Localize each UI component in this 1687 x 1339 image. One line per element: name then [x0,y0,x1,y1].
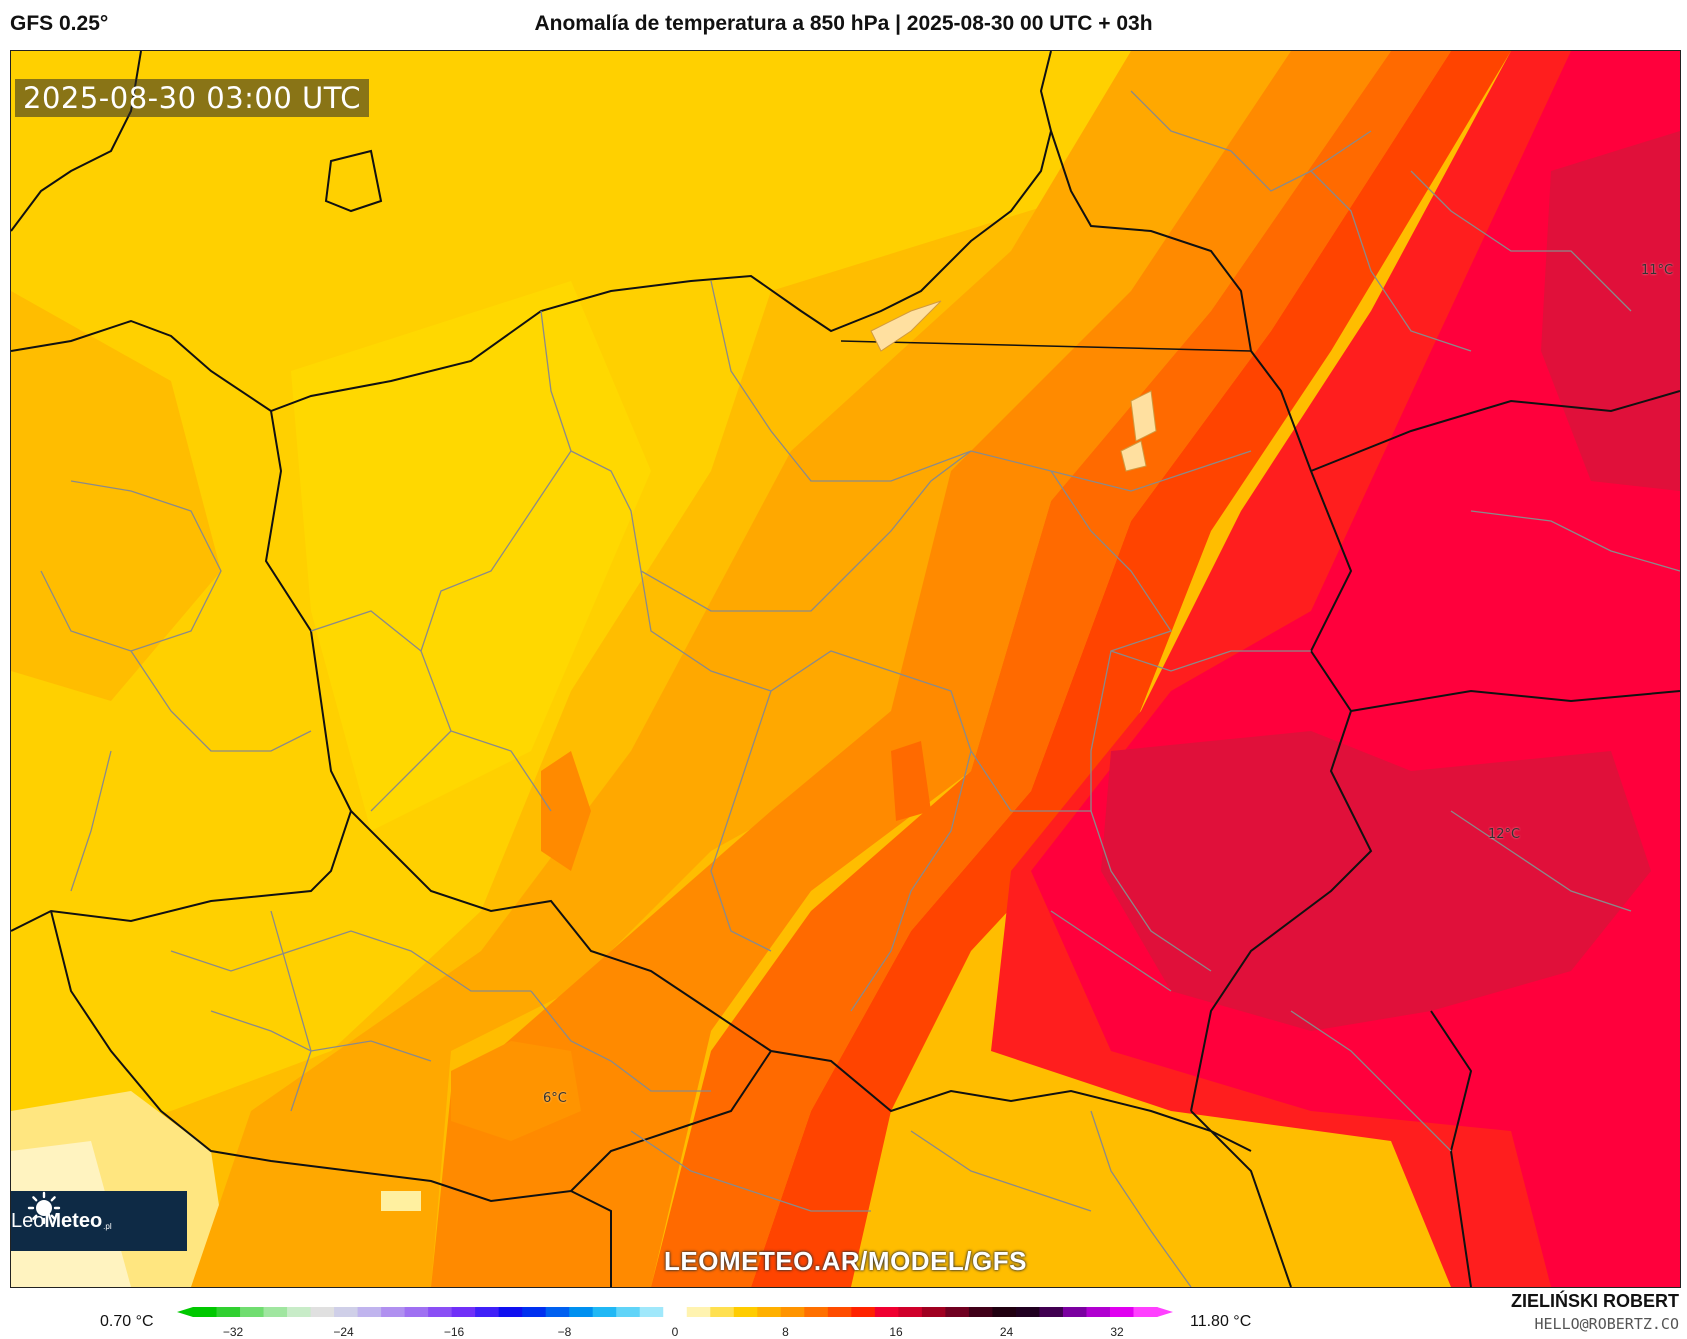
border-kaliningrad [840,340,1252,352]
sun-icon [27,1191,61,1225]
colorbar-swatch [451,1307,476,1317]
colorbar-swatch [733,1307,758,1317]
field-west-orange [11,291,221,701]
colorbar-swatch [921,1307,946,1317]
model-label: GFS 0.25° [10,12,109,35]
colorbar-swatch [686,1307,711,1317]
colorbar-tick-label: 8 [782,1325,789,1339]
colorbar-swatch [616,1307,641,1317]
colorbar-swatch [1086,1307,1111,1317]
field-red-12-south [1101,731,1651,1031]
colorbar-tick-label: −32 [223,1325,244,1339]
colorbar-swatch [592,1307,617,1317]
colorbar-swatch [710,1307,735,1317]
colorbar-swatch [357,1307,382,1317]
colorbar-swatch [404,1307,429,1317]
colorbar-swatch [1133,1307,1158,1317]
colorbar-swatch [216,1307,241,1317]
chart-title: Anomalía de temperatura a 850 hPa | 2025… [534,12,1153,35]
colorbar: −32 −24 −16 −8 0 8 16 24 32 [177,1307,1173,1339]
colorbar-swatch [545,1307,570,1317]
colorbar-max-label: 11.80 °C [1190,1313,1252,1330]
colorbar-swatch [780,1307,805,1317]
colorbar-swatch [193,1307,218,1317]
colorbar-swatch [287,1307,312,1317]
colorbar-swatch [874,1307,899,1317]
colorbar-swatch [945,1307,970,1317]
field-orange-7 [431,51,1391,1287]
field-center-yellow [291,281,651,831]
field-orange-8 [651,51,1451,1287]
colorbar-swatch [1015,1307,1041,1317]
colorbar-swatch [522,1307,547,1317]
colorbar-tick-label: 16 [889,1325,903,1339]
colorbar-swatch [663,1307,688,1317]
colorbar-swatch [992,1307,1017,1317]
colorbar-swatch [263,1307,288,1317]
value-label-12: 12°C [1488,827,1521,842]
island-bornholm [324,149,383,213]
colorbar-swatch [639,1307,664,1317]
value-label-6: 6°C [543,1091,567,1106]
logo-suffix: .pl [103,1222,112,1231]
colorbar-swatch [334,1307,359,1317]
colorbar-tick-label: −16 [444,1325,465,1339]
national-borders [11,51,1680,1287]
colorbar-swatch [851,1307,876,1317]
colorbar-swatch [240,1307,265,1317]
colorbar-swatch [1039,1307,1064,1317]
author-name: ZIELIŃSKI ROBERT [1510,1291,1679,1311]
watermark-url: LEOMETEO.AR/MODEL/GFS [664,1246,1027,1276]
patch-pale [381,1191,421,1211]
colorbar-swatch [1062,1307,1088,1317]
colorbar-swatch [310,1307,335,1317]
colorbar-arrow-left [177,1307,193,1317]
coastline-east [1050,130,1252,352]
leometeo-logo: LeoMeteo .pl [11,1191,187,1251]
colorbar-swatch [757,1307,782,1317]
colorbar-swatch [498,1307,523,1317]
colorbar-swatch [381,1307,406,1317]
colorbar-min-label: 0.70 °C [100,1313,154,1330]
regional-borders [40,90,1680,1287]
colorbar-swatch [1109,1307,1135,1317]
colorbar-swatch [569,1307,594,1317]
patch-6c [451,1041,581,1141]
colorbar-swatch [968,1307,994,1317]
author-email: HELLO@ROBERTZ.CO [1534,1315,1680,1333]
value-label-11: 11°C [1641,263,1674,278]
coastline [11,51,1053,413]
valid-time-label: 2025-08-30 03:00 UTC [15,79,370,117]
colorbar-tick-label: 0 [672,1325,679,1339]
anomaly-map: 2025-08-30 03:00 UTC 11°C 12°C 6°C LeoMe… [10,50,1681,1288]
field-orange-6 [191,51,1291,1287]
colorbar-swatch [898,1307,923,1317]
patch-orange [541,751,591,871]
colorbar-swatch [804,1307,829,1317]
colorbar-tick-label: 24 [1000,1325,1014,1339]
colorbar-swatch [475,1307,500,1317]
colorbar-tick-label: −24 [333,1325,354,1339]
patch-orange-2 [891,741,931,821]
map-canvas [11,51,1680,1287]
colorbar-tick-label: 32 [1110,1325,1124,1339]
author-block: ZIELIŃSKI ROBERT HELLO@ROBERTZ.CO [1511,1291,1679,1333]
colorbar-arrow-right [1157,1307,1173,1317]
field-red-9 [751,51,1511,1287]
colorbar-swatch [428,1307,453,1317]
colorbar-tick-label: −8 [558,1325,572,1339]
lakes [870,300,1157,472]
colorbar-swatch [827,1307,852,1317]
